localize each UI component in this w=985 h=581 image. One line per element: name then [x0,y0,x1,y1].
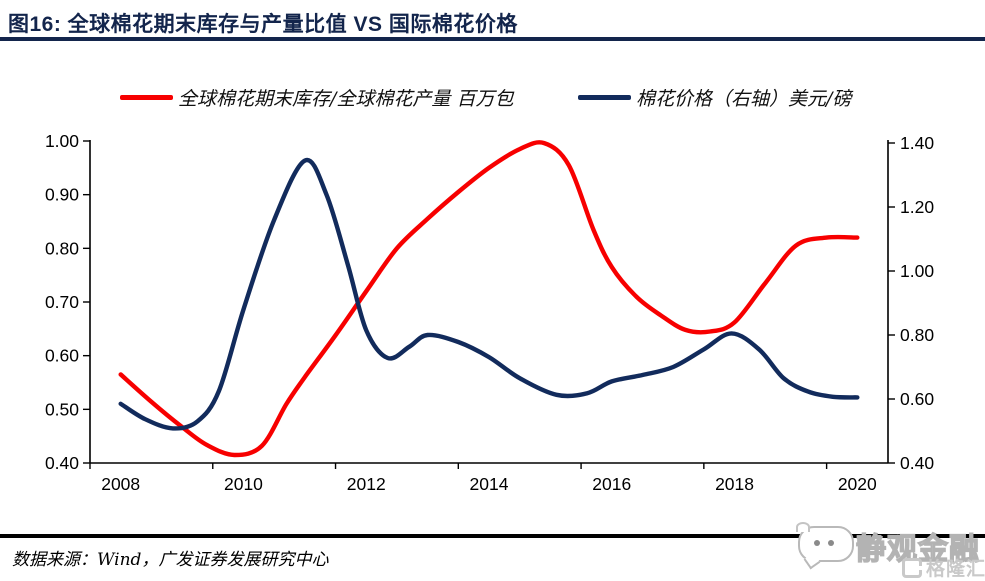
wechat-bubble-icon [796,522,854,570]
legend: 全球棉花期末库存/全球棉花产量 百万包 棉花价格（右轴）美元/磅 [0,84,985,110]
page-title: 图16: 全球棉花期末库存与产量比值 VS 国际棉花价格 [8,13,518,36]
source-text: 数据来源：Wind，广发证券发展研究中心 [12,550,329,570]
bubble-sprout-icon [796,522,810,532]
series-line-stocks-ratio [118,140,860,458]
legend-label-stocks-ratio: 全球棉花期末库存/全球棉花产量 百万包 [178,88,514,110]
bubble-tail-icon [803,552,821,570]
series-line-cotton-price [118,157,860,431]
bottom-rule [0,534,985,538]
axis-tick-label: 2008 [101,474,140,494]
legend-swatch-cotton-price [578,95,631,100]
axis-tick-label: 0.90 [45,185,79,205]
gelonghui-g-icon [902,557,922,578]
axis-tick-label: 1.00 [900,261,934,281]
title-rule [0,37,985,41]
legend-label-cotton-price: 棉花价格（右轴）美元/磅 [636,88,852,110]
axis-tick-label: 0.60 [45,346,79,366]
axis-frame [89,140,889,464]
axis-tick-label: 0.80 [45,238,79,258]
jingguan-jinrong-logo: 静观金融 格隆汇 [790,518,985,580]
axis-tick-label: 0.40 [45,453,79,473]
axis-tick-label: 1.00 [45,131,79,151]
axis-tick-label: 0.60 [900,389,934,409]
gelonghui-logo-text: 格隆汇 [926,559,985,580]
bubble-eye-icon [828,540,834,546]
axis-tick-label: 0.50 [45,399,79,419]
axis-tick-label: 2012 [347,474,386,494]
gelonghui-logo: 格隆汇 [902,554,985,581]
axis-tick-label: 1.40 [900,133,934,153]
axis-tick-label: 0.70 [45,292,79,312]
axis-tick-label: 2016 [592,474,631,494]
axis-tick-label: 0.80 [900,325,934,345]
axis-tick-label: 1.20 [900,197,934,217]
axis-tick-label: 2020 [838,474,877,494]
axis-tick-label: 2014 [470,474,509,494]
axis-tick-label: 2010 [224,474,263,494]
axis-tick-label: 2018 [715,474,754,494]
bubble-eye-icon [814,540,820,546]
legend-swatch-stocks-ratio [120,95,173,100]
axis-tick-label: 0.40 [900,453,934,473]
